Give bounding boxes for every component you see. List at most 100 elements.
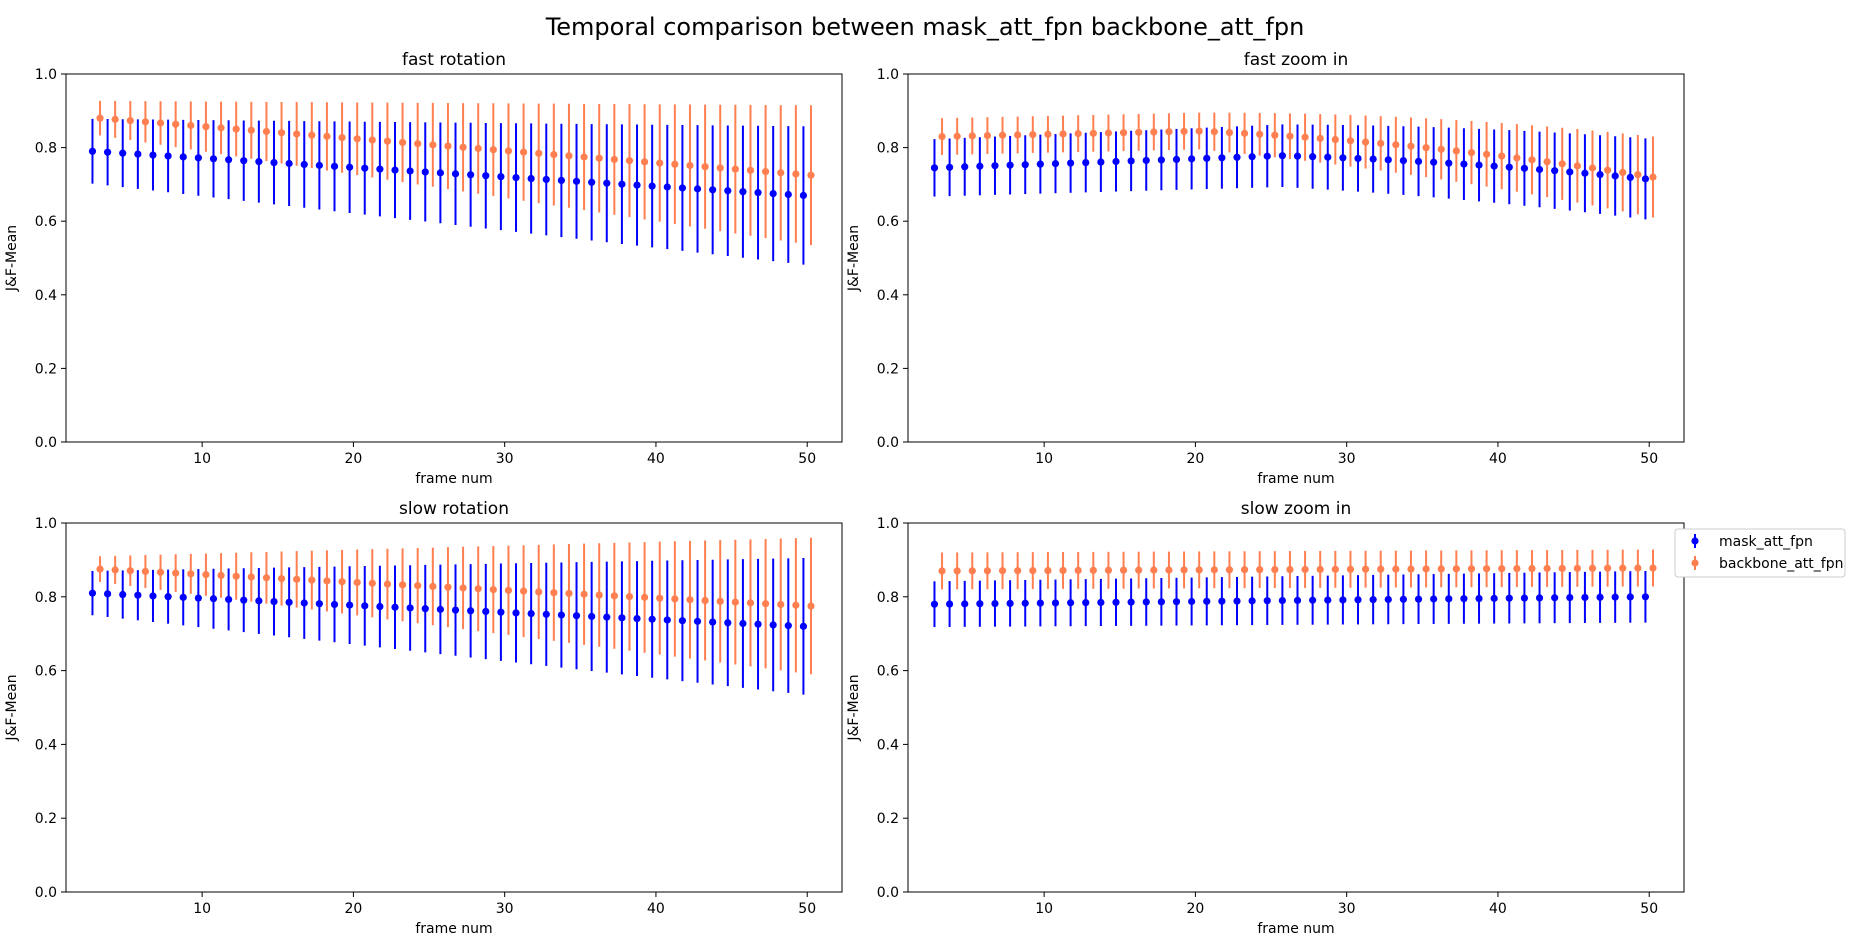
data-point — [1619, 168, 1627, 176]
data-point — [550, 589, 558, 597]
data-point — [1422, 565, 1430, 573]
data-point — [1588, 564, 1597, 572]
data-point — [1051, 160, 1060, 168]
data-point — [1029, 131, 1037, 139]
y-tick-label: 0.0 — [877, 885, 899, 901]
x-tick-label: 20 — [1186, 451, 1204, 467]
data-point — [762, 167, 770, 176]
data-point — [693, 185, 702, 193]
data-point — [625, 593, 634, 601]
data-point — [792, 170, 800, 178]
y-tick-label: 0.8 — [877, 141, 899, 157]
data-point — [444, 583, 452, 591]
data-point — [1490, 594, 1498, 602]
data-point — [346, 163, 354, 171]
data-point — [686, 596, 694, 604]
data-point — [1573, 162, 1581, 170]
data-point — [1384, 156, 1392, 164]
data-point — [1384, 595, 1392, 604]
data-point — [1392, 565, 1400, 573]
data-point — [976, 600, 984, 608]
data-point — [474, 585, 482, 593]
data-point — [595, 591, 603, 599]
data-point — [1256, 566, 1264, 574]
data-point — [1513, 154, 1521, 162]
data-point — [1225, 128, 1234, 137]
data-point — [961, 600, 969, 608]
x-tick-label: 30 — [1338, 451, 1356, 467]
data-point — [754, 189, 762, 197]
y-tick-label: 0.0 — [877, 435, 899, 451]
x-tick-label: 50 — [798, 451, 816, 467]
y-tick-label: 0.4 — [35, 288, 57, 304]
data-point — [1573, 564, 1581, 572]
x-tick-label: 30 — [1338, 901, 1356, 917]
data-point — [991, 162, 999, 170]
data-point — [938, 567, 946, 575]
data-point — [991, 599, 999, 608]
series-mask-att-fpn — [930, 570, 1650, 628]
data-point — [1203, 154, 1211, 162]
data-point — [1581, 169, 1589, 177]
data-point — [1104, 566, 1113, 574]
data-point — [572, 177, 581, 185]
data-point — [1021, 161, 1029, 169]
data-point — [799, 622, 808, 630]
data-point — [1195, 566, 1203, 574]
data-point — [731, 165, 739, 173]
data-point — [1165, 566, 1173, 574]
data-point — [353, 135, 361, 143]
data-point — [686, 161, 694, 170]
plot-area — [930, 112, 1657, 220]
data-point — [156, 568, 165, 576]
data-point — [1089, 566, 1097, 574]
data-point — [930, 164, 939, 172]
data-point — [232, 125, 240, 133]
data-point — [1036, 599, 1044, 607]
data-point — [504, 586, 513, 594]
data-point — [187, 121, 195, 130]
data-point — [1014, 567, 1022, 575]
data-point — [497, 608, 505, 616]
y-axis-label: J&F-Mean — [4, 674, 20, 741]
legend-label: backbone_att_fpn — [1719, 556, 1843, 572]
data-point — [429, 582, 437, 590]
data-point — [1286, 132, 1294, 140]
data-point — [172, 120, 180, 128]
y-tick-label: 0.6 — [35, 664, 57, 680]
data-point — [542, 610, 550, 618]
data-point — [88, 147, 97, 155]
data-point — [769, 189, 777, 198]
data-point — [1558, 160, 1566, 168]
data-point — [1150, 128, 1158, 136]
data-point — [777, 600, 785, 609]
data-point — [1278, 596, 1286, 605]
data-point — [1581, 593, 1589, 602]
legend-frame — [1674, 528, 1846, 578]
data-point — [368, 136, 376, 144]
data-point — [383, 137, 392, 145]
data-point — [1112, 157, 1120, 166]
x-tick-label: 40 — [1489, 901, 1507, 917]
data-point — [1611, 172, 1619, 180]
data-point — [1014, 131, 1022, 139]
data-point — [716, 164, 724, 172]
data-point — [1089, 129, 1097, 137]
data-point — [353, 578, 361, 587]
data-point — [376, 165, 384, 173]
data-point — [1407, 142, 1415, 150]
x-tick-label: 10 — [193, 901, 211, 917]
subplot-title: fast zoom in — [1244, 50, 1349, 70]
data-point — [1119, 129, 1128, 137]
x-tick-label: 50 — [1640, 901, 1658, 917]
data-point — [648, 615, 656, 623]
data-point — [693, 617, 702, 625]
data-point — [277, 574, 286, 583]
data-point — [451, 170, 460, 178]
data-point — [293, 130, 301, 138]
data-point — [535, 149, 543, 157]
data-point — [126, 567, 134, 575]
y-tick-label: 0.6 — [877, 664, 899, 680]
data-point — [179, 593, 187, 601]
